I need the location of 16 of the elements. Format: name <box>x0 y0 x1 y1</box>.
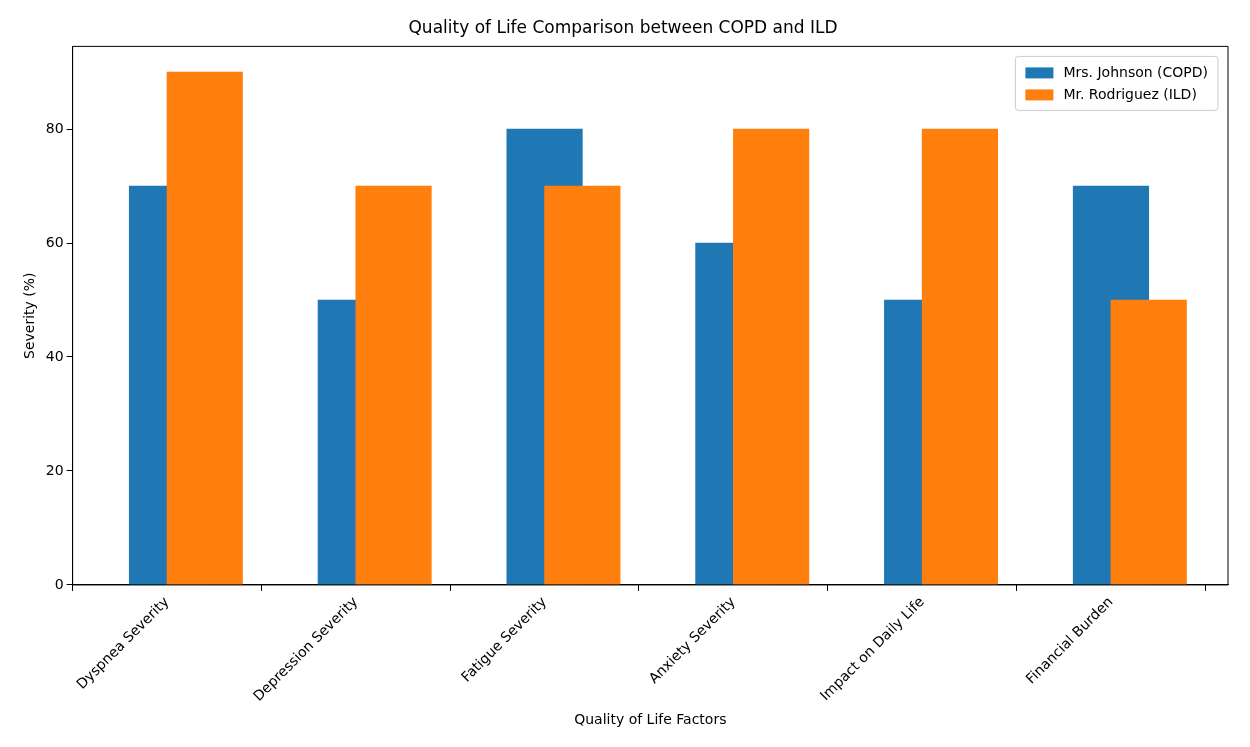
chart-title: Quality of Life Comparison between COPD and ILD <box>408 16 838 37</box>
bar <box>355 185 432 585</box>
bar <box>733 128 810 585</box>
bar <box>166 71 243 585</box>
bar <box>1110 299 1187 585</box>
x-axis-title: Quality of Life Factors <box>574 711 727 728</box>
y-tick-label: 0 <box>54 575 64 592</box>
legend-label: Mr. Rodriguez (ILD) <box>1063 86 1197 103</box>
legend-label: Mrs. Johnson (COPD) <box>1063 64 1208 81</box>
bar <box>544 185 621 585</box>
y-tick-label: 60 <box>45 233 64 250</box>
y-axis-title: Severity (%) <box>21 272 38 359</box>
y-tick-label: 80 <box>45 119 64 136</box>
y-tick-label: 20 <box>45 461 64 478</box>
bar <box>921 128 999 585</box>
y-tick-label: 40 <box>45 347 64 364</box>
